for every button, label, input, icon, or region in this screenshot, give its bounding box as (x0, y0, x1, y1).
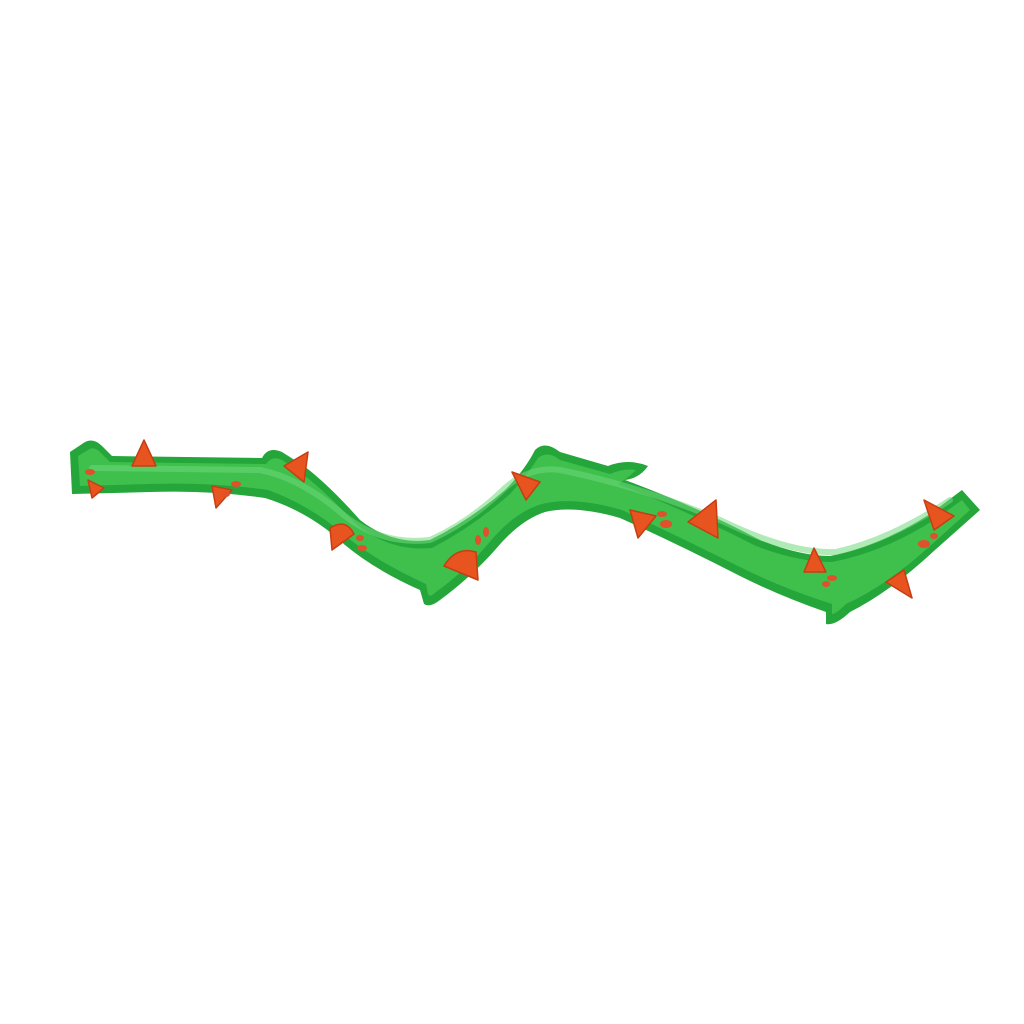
thorn (923, 499, 955, 531)
spot (918, 540, 930, 548)
spot (483, 527, 489, 537)
thorn (283, 451, 309, 483)
spot (475, 535, 481, 545)
thorn (511, 471, 541, 501)
thorn (87, 479, 105, 499)
spot (356, 535, 364, 541)
thorn (803, 547, 827, 573)
thorn (329, 523, 355, 551)
vine-thorns (87, 439, 955, 599)
spot (357, 545, 367, 551)
vine-stem-highlight (89, 465, 953, 556)
spot (222, 491, 230, 497)
spot (660, 520, 672, 528)
vine-spots (85, 469, 938, 587)
thorn (687, 499, 719, 539)
spot (85, 469, 95, 475)
thorn (629, 509, 657, 539)
thorn (443, 549, 479, 581)
spot (930, 533, 938, 539)
thorn (131, 439, 157, 467)
spot (657, 511, 667, 517)
thorn (885, 569, 913, 599)
spot (231, 481, 241, 487)
vine-stem-fill (78, 448, 970, 614)
vine-stem (70, 440, 980, 625)
spot (827, 575, 837, 581)
spot (822, 581, 830, 587)
